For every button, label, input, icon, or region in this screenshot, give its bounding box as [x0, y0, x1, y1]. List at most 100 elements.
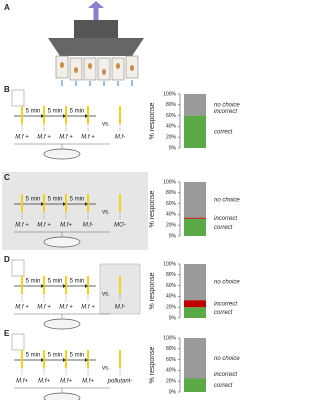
- device-funnel: [48, 38, 144, 56]
- y-tick-label: 100%: [163, 91, 176, 97]
- y-axis-label: % response: [149, 190, 156, 227]
- panel-label: B: [4, 85, 10, 94]
- bar-segment: [184, 115, 206, 148]
- inflow-arrows: [61, 80, 133, 86]
- dish: [43, 148, 81, 160]
- y-tick-label: 80%: [166, 272, 177, 278]
- legend-label: incorrect: [214, 109, 237, 115]
- insect: [102, 69, 106, 75]
- time-arrow: [85, 202, 88, 206]
- legend-label: incorrect: [214, 216, 237, 222]
- stimulus-label: M.f +: [15, 135, 29, 141]
- legend-label: correct: [214, 129, 233, 135]
- stimulus-label: M.f+: [82, 379, 94, 385]
- legend-label: no choice: [214, 102, 240, 108]
- stimulus-label: M.f-: [115, 305, 125, 311]
- y-axis-label: % response: [149, 346, 156, 383]
- panel-label: C: [4, 173, 10, 182]
- legend-label: no choice: [214, 197, 240, 203]
- stimulus-label: M.f+: [60, 379, 72, 385]
- stimulus-label: M.f +: [15, 223, 29, 229]
- bar-segment: [184, 217, 206, 219]
- y-tick-label: 0%: [169, 315, 177, 321]
- time-arrow: [85, 284, 88, 288]
- panel-label: D: [4, 255, 10, 264]
- stimulus-label: M.f+: [38, 379, 50, 385]
- legend-label: correct: [214, 310, 233, 316]
- time-arrow: [41, 114, 44, 118]
- y-tick-label: 40%: [166, 212, 177, 218]
- interval-label: 5 min: [70, 109, 85, 115]
- time-arrow: [63, 284, 66, 288]
- stimulus-label: MO-: [114, 223, 126, 229]
- vs-label: vs.: [102, 366, 110, 372]
- bar-segment: [184, 94, 206, 116]
- y-tick-label: 60%: [166, 283, 177, 289]
- insect: [116, 63, 120, 69]
- time-arrow: [41, 284, 44, 288]
- dish: [43, 318, 81, 330]
- bar-segment: [184, 264, 206, 301]
- stimulus-label: M.f +: [37, 305, 51, 311]
- interval-label: 5 min: [70, 279, 85, 285]
- stimulus-label: M.f +: [15, 305, 29, 311]
- interval-label: 5 min: [26, 109, 41, 115]
- y-tick-label: 0%: [169, 145, 177, 151]
- bar-segment: [184, 300, 206, 308]
- device-illustration: [48, 1, 144, 86]
- interval-label: 5 min: [26, 353, 41, 359]
- interval-label: 5 min: [48, 197, 63, 203]
- insect: [74, 67, 78, 73]
- stimulus-label: pollutant-: [107, 379, 133, 385]
- figure: A BM.f + M.f + M.f + M.f + M.f-5 min 5 min 5 m: [2, 1, 240, 400]
- bar-segment: [184, 378, 206, 392]
- stimulus-label: M.f-: [115, 135, 125, 141]
- legend-label: incorrect: [214, 301, 237, 307]
- stimulus-label: M.f +: [81, 305, 95, 311]
- y-tick-label: 80%: [166, 190, 177, 196]
- y-tick-label: 60%: [166, 201, 177, 207]
- y-tick-label: 60%: [166, 357, 177, 363]
- insect: [60, 62, 64, 68]
- legend-label: correct: [214, 225, 233, 231]
- time-arrow: [85, 358, 88, 362]
- dish: [43, 236, 81, 248]
- insects: [60, 62, 134, 75]
- panel-label: E: [4, 329, 10, 338]
- y-tick-label: 100%: [163, 335, 176, 341]
- time-arrow: [63, 202, 66, 206]
- bar-segment: [184, 182, 206, 218]
- bar-segment: [184, 338, 206, 379]
- y-tick-label: 80%: [166, 102, 177, 108]
- dish: [43, 392, 81, 400]
- bar-segment: [184, 218, 206, 236]
- interval-label: 5 min: [48, 109, 63, 115]
- stimulus-label: M.f+: [60, 223, 72, 229]
- y-tick-label: 20%: [166, 135, 177, 141]
- time-arrow: [63, 358, 66, 362]
- stimulus-label: M.f +: [37, 223, 51, 229]
- insect: [130, 65, 134, 71]
- y-axis-label: % response: [149, 102, 156, 139]
- y-tick-label: 100%: [163, 179, 176, 185]
- legend-label: no choice: [214, 280, 240, 286]
- y-tick-label: 0%: [169, 389, 177, 395]
- y-tick-label: 40%: [166, 294, 177, 300]
- y-tick-label: 80%: [166, 346, 177, 352]
- device-top: [74, 20, 118, 38]
- tube-icon: [11, 333, 25, 351]
- y-tick-label: 0%: [169, 233, 177, 239]
- y-tick-label: 20%: [166, 379, 177, 385]
- y-tick-label: 40%: [166, 368, 177, 374]
- legend-label: incorrect: [214, 372, 237, 378]
- interval-label: 5 min: [26, 197, 41, 203]
- vs-label: vs.: [102, 292, 110, 298]
- stimulus-label: M.f +: [59, 305, 73, 311]
- time-arrow: [41, 358, 44, 362]
- tube-icon: [11, 259, 25, 277]
- y-tick-label: 60%: [166, 113, 177, 119]
- interval-label: 5 min: [70, 353, 85, 359]
- stimulus-label: M.f +: [59, 135, 73, 141]
- y-axis-label: % response: [149, 272, 156, 309]
- y-tick-label: 20%: [166, 305, 177, 311]
